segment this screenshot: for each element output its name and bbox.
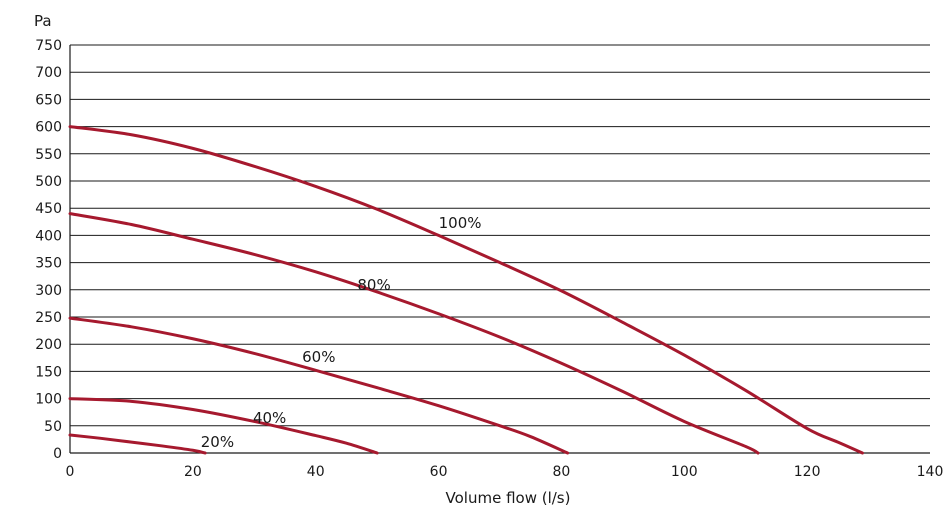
curve-label-20pct: 20% [201,433,234,451]
y-tick-label: 500 [35,174,62,190]
y-tick-label: 250 [35,310,62,326]
curve-label-60pct: 60% [302,348,335,366]
x-tick-label: 20 [184,464,202,480]
curve-100pct [68,125,864,455]
axes [69,45,930,454]
labels: 0501001502002503003504004505005506006507… [35,38,943,480]
y-tick-label: 50 [44,419,62,435]
y-tick-label: 550 [35,147,62,163]
curve-40pct [68,397,379,455]
y-tick-label: 750 [35,38,62,54]
x-tick-label: 120 [794,464,821,480]
x-axis-label: Volume flow (l/s) [446,489,571,507]
y-tick-label: 150 [35,364,62,380]
x-tick-label: 0 [66,464,75,480]
y-tick-label: 200 [35,337,62,353]
y-tick-label: 300 [35,283,62,299]
curves [68,125,864,455]
curve-20pct [68,433,207,455]
y-tick-label: 100 [35,392,62,408]
y-tick-label: 700 [35,65,62,81]
curve-label-80pct: 80% [357,276,390,294]
y-tick-label: 350 [35,256,62,272]
curve-label-40pct: 40% [253,409,286,427]
x-tick-label: 40 [307,464,325,480]
curve-80pct [68,212,760,455]
grid [70,44,930,427]
y-tick-label: 400 [35,228,62,244]
y-tick-label: 600 [35,120,62,136]
y-tick-label: 650 [35,92,62,108]
y-tick-label: 450 [35,201,62,217]
x-tick-label: 100 [671,464,698,480]
x-tick-label: 60 [430,464,448,480]
x-tick-label: 140 [917,464,944,480]
y-axis-label: Pa [34,12,52,30]
curve-label-100pct: 100% [439,214,482,232]
y-tick-label: 0 [53,446,62,462]
x-tick-label: 80 [553,464,571,480]
curve-60pct [68,316,570,455]
